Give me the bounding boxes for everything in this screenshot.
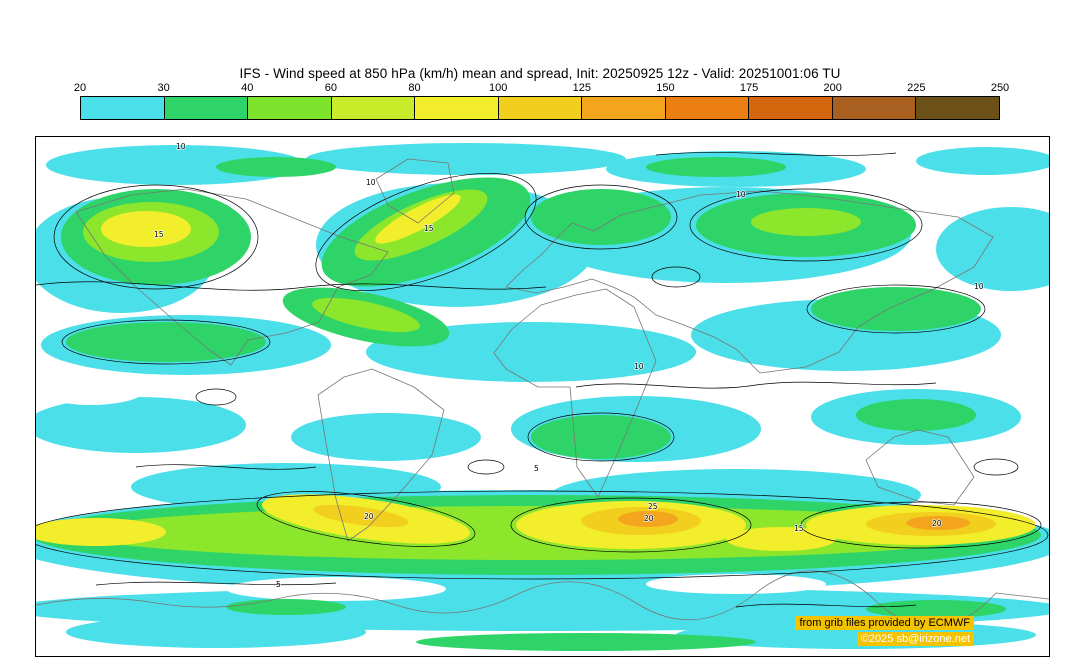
- colorbar-tick-label: 175: [739, 82, 759, 94]
- contour-label: 5: [276, 580, 281, 589]
- colorbar-segment: [498, 97, 583, 119]
- colorbar-tick-label: 60: [324, 82, 338, 94]
- colorbar-tick-label: 30: [157, 82, 170, 94]
- colorbar-segment: [749, 97, 833, 119]
- attribution: from grib files provided by ECMWF ©2025 …: [795, 616, 974, 646]
- colorbar-segment: [665, 97, 750, 119]
- contour-labels: 10 10 15 15 10 10 20 20 15 5 5 25 20 10: [153, 141, 984, 589]
- contour-label: 20: [932, 519, 942, 528]
- wind-fill-gaps: [36, 373, 826, 601]
- colorbar-segment: [582, 97, 666, 119]
- contour-label: 15: [794, 524, 804, 533]
- colorbar-tick-label: 200: [823, 82, 842, 94]
- colorbar-segment: [916, 97, 1000, 119]
- colorbar-segment: [164, 97, 249, 119]
- colorbar-tick-label: 80: [408, 82, 421, 94]
- contour-label: 10: [974, 282, 984, 291]
- colorbar-tick-label: 100: [488, 82, 508, 94]
- colorbar-tick-label: 40: [241, 82, 254, 94]
- colorbar: 20 30 40 60 80 100 125 150 175 200 225 250: [74, 82, 1009, 120]
- coastlines: [36, 158, 1049, 628]
- chart-title: IFS - Wind speed at 850 hPa (km/h) mean …: [239, 66, 841, 81]
- contour-label: 10: [176, 142, 186, 151]
- colorbar-segment: [415, 97, 499, 119]
- wind-fill-orange: [618, 511, 970, 530]
- spread-contours: [36, 152, 1049, 608]
- contour-label: 10: [634, 362, 644, 371]
- contour-label: 25: [648, 502, 658, 511]
- contour-label: 15: [424, 224, 434, 233]
- colorbar-segment: [331, 97, 416, 119]
- contour-label: 10: [366, 178, 376, 187]
- colorbar-segment: [248, 97, 332, 119]
- colorbar-tick-label: 20: [73, 82, 87, 94]
- colorbar-segment: [832, 97, 917, 119]
- colorbar-segment: [81, 97, 165, 119]
- map-canvas: 10 10 15 15 10 10 20 20 15 5 5 25 20 10 …: [35, 136, 1050, 657]
- colorbar-tick-label: 250: [990, 82, 1010, 94]
- colorbar-tick-label: 125: [572, 82, 591, 94]
- contour-label: 15: [154, 230, 164, 239]
- colorbar-ticks: 20 30 40 60 80 100 125 150 175 200 225 250: [74, 82, 1009, 96]
- world-map-svg: 10 10 15 15 10 10 20 20 15 5 5 25 20 10: [36, 141, 1049, 651]
- contour-label: 5: [534, 464, 539, 473]
- colorbar-segments: [80, 96, 1000, 120]
- colorbar-tick-label: 225: [907, 82, 926, 94]
- attribution-copyright: ©2025 sb@irizone.net: [856, 632, 974, 646]
- contour-label: 20: [644, 514, 654, 523]
- attribution-source: from grib files provided by ECMWF: [795, 616, 974, 630]
- colorbar-tick-label: 150: [656, 82, 675, 94]
- contour-label: 20: [364, 512, 374, 521]
- contour-label: 10: [736, 190, 746, 199]
